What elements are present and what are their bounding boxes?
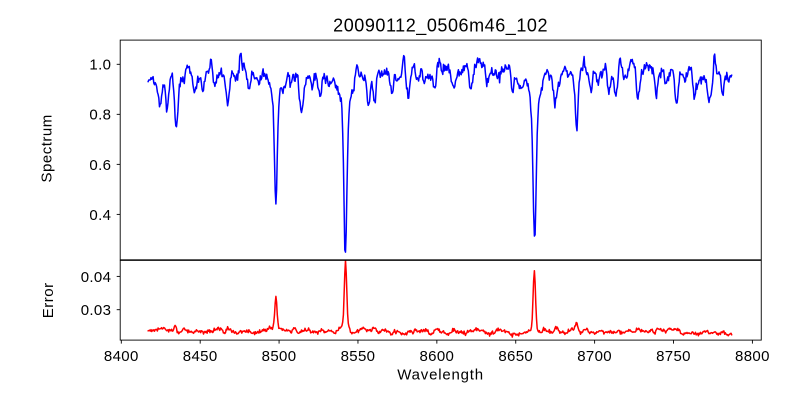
- svg-text:0.04: 0.04: [81, 269, 112, 286]
- svg-text:8700: 8700: [577, 348, 612, 365]
- svg-text:8650: 8650: [498, 348, 533, 365]
- svg-text:20090112_0506m46_102: 20090112_0506m46_102: [333, 15, 548, 36]
- svg-text:Error: Error: [40, 282, 57, 318]
- svg-text:1.0: 1.0: [89, 57, 111, 74]
- svg-text:0.6: 0.6: [89, 157, 111, 174]
- svg-text:8450: 8450: [183, 348, 218, 365]
- svg-text:8400: 8400: [104, 348, 139, 365]
- svg-text:8800: 8800: [735, 348, 770, 365]
- svg-text:8550: 8550: [341, 348, 376, 365]
- svg-text:0.03: 0.03: [81, 302, 112, 319]
- svg-text:Spectrum: Spectrum: [39, 114, 56, 182]
- svg-text:0.4: 0.4: [89, 207, 111, 224]
- svg-text:8500: 8500: [262, 348, 297, 365]
- svg-text:0.8: 0.8: [89, 107, 111, 124]
- svg-text:Wavelength: Wavelength: [397, 367, 484, 384]
- svg-text:8600: 8600: [419, 348, 454, 365]
- svg-text:8750: 8750: [656, 348, 691, 365]
